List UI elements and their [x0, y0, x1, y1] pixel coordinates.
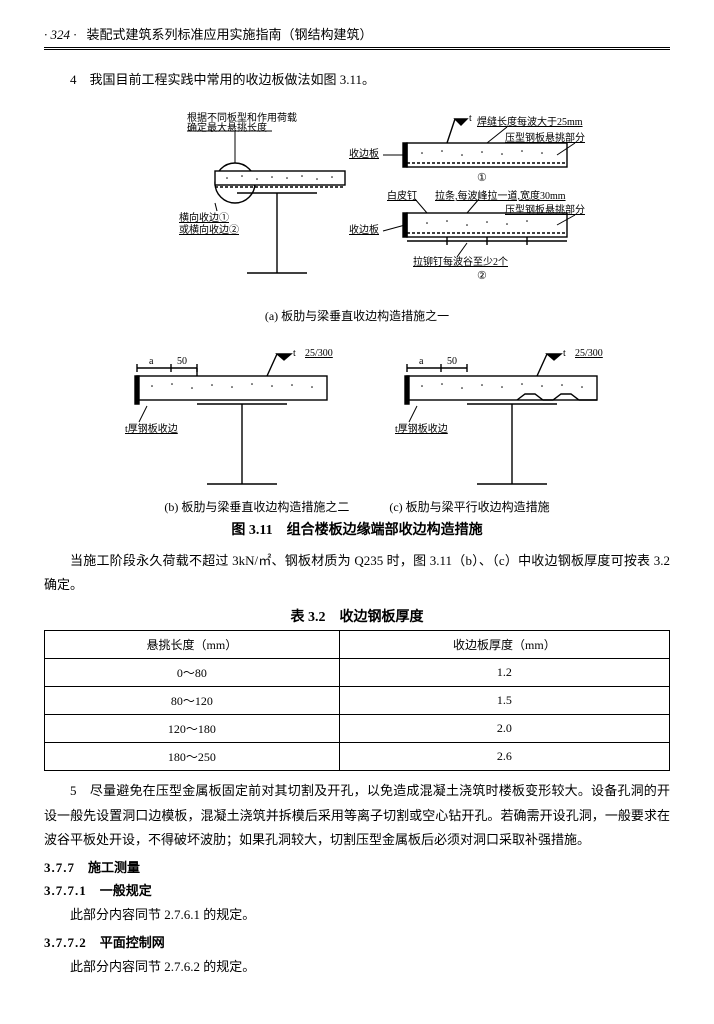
book-title: 装配式建筑系列标准应用实施指南（钢结构建筑）: [87, 24, 373, 43]
label-t-1: t: [469, 113, 472, 124]
sec-3-7-7: 3.7.7 施工测量: [44, 857, 670, 876]
cell: 180～250: [45, 743, 340, 771]
label-column-note-2: 或横向收边②: [179, 223, 239, 236]
paragraph-item-4: 4 我国目前工程实践中常用的收边板做法如图 3.11。: [44, 68, 670, 93]
figure-a-wrap: 根据不同板型和作用荷载 确定最大悬挑长度 横向收边① 或横向收边② t 焊缝长度…: [44, 103, 670, 303]
figure-c-caption: (c) 板肋与梁平行收边构造措施: [389, 498, 549, 515]
paragraph-after-fig: 当施工阶段永久荷载不超过 3kN/㎡、钢板材质为 Q235 时，图 3.11（b…: [44, 549, 670, 598]
figure-b-caption: (b) 板肋与梁垂直收边构造措施之二: [164, 498, 349, 515]
table-title: 表 3.2 收边钢板厚度: [44, 606, 670, 626]
sec-3-7-7-2-body: 此部分内容同节 2.7.6.2 的规定。: [44, 955, 670, 980]
label-overhang-1: 压型钢板悬挑部分: [505, 131, 585, 144]
label-lashou: 拉条,每波峰拉一道,宽度30mm: [435, 189, 566, 202]
sec-title: 一般规定: [100, 883, 152, 898]
dim-50-c: 50: [447, 356, 457, 367]
sec-3-7-7-1-body: 此部分内容同节 2.7.6.1 的规定。: [44, 903, 670, 928]
table-3-2: 悬挑长度（mm） 收边板厚度（mm） 0～801.2 80～1201.5 120…: [44, 630, 670, 771]
paragraph-item-5: 5 尽量避免在压型金属板固定前对其切割及开孔，以免造成混凝土浇筑时楼板变形较大。…: [44, 779, 670, 853]
label-circled-2: ②: [477, 270, 487, 282]
label-lamao: 拉铆钉每波谷至少2个: [413, 255, 508, 268]
page-header: · 324 · 装配式建筑系列标准应用实施指南（钢结构建筑）: [44, 24, 670, 50]
table-header-row: 悬挑长度（mm） 收边板厚度（mm）: [45, 631, 670, 659]
label-circled-1: ①: [477, 172, 487, 184]
dim-t-c: t: [563, 348, 566, 359]
cell: 1.2: [339, 659, 669, 687]
col-header-0: 悬挑长度（mm）: [45, 631, 340, 659]
label-shoubian-1: 收边板: [349, 147, 379, 160]
cell: 2.0: [339, 715, 669, 743]
figure-main-caption: 图 3.11 组合楼板边缘端部收边构造措施: [44, 519, 670, 539]
cell: 1.5: [339, 687, 669, 715]
col-header-1: 收边板厚度（mm）: [339, 631, 669, 659]
label-baipiding: 白皮钉: [387, 189, 417, 202]
sec-title: 平面控制网: [100, 935, 165, 950]
label-column-note-1: 横向收边①: [179, 211, 229, 224]
cell: 120～180: [45, 715, 340, 743]
label-weld: 焊缝长度每波大于25mm: [477, 115, 583, 128]
page-number: · 324 ·: [44, 27, 77, 43]
sec-num: 3.7.7.2: [44, 935, 87, 950]
sec-3-7-7-2: 3.7.7.2 平面控制网: [44, 932, 670, 951]
label-tthick-c: t厚钢板收边: [395, 422, 448, 435]
table-row: 0～801.2: [45, 659, 670, 687]
figure-a-svg: 根据不同板型和作用荷载 确定最大悬挑长度 横向收边① 或横向收边② t 焊缝长度…: [127, 103, 587, 303]
sec-num: 3.7.7: [44, 860, 75, 875]
dim-slope-c: 25/300: [575, 348, 603, 359]
dim-a-c: a: [419, 356, 424, 367]
cell: 2.6: [339, 743, 669, 771]
label-tthick-b: t厚钢板收边: [125, 422, 178, 435]
dim-t-b: t: [293, 348, 296, 359]
label-note-upper-2: 确定最大悬挑长度: [187, 121, 267, 134]
dim-a-b: a: [149, 356, 154, 367]
table-row: 180～2502.6: [45, 743, 670, 771]
sec-3-7-7-1: 3.7.7.1 一般规定: [44, 880, 670, 899]
figure-a-caption: (a) 板肋与梁垂直收边构造措施之一: [44, 307, 670, 324]
figure-bc-wrap: a 50 t 25/300 t厚钢板收边 a 50 t 25/300 t厚钢板收…: [44, 334, 670, 494]
dim-50-b: 50: [177, 356, 187, 367]
sec-num: 3.7.7.1: [44, 883, 87, 898]
label-shoubian-2: 收边板: [349, 223, 379, 236]
dim-slope-b: 25/300: [305, 348, 333, 359]
table-row: 120～1802.0: [45, 715, 670, 743]
cell: 80～120: [45, 687, 340, 715]
sec-title: 施工测量: [88, 860, 140, 875]
table-row: 80～1201.5: [45, 687, 670, 715]
figure-bc-svg: a 50 t 25/300 t厚钢板收边 a 50 t 25/300 t厚钢板收…: [97, 334, 617, 494]
figure-bc-captions: (b) 板肋与梁垂直收边构造措施之二 (c) 板肋与梁平行收边构造措施: [44, 498, 670, 515]
cell: 0～80: [45, 659, 340, 687]
label-overhang-2: 压型钢板悬挑部分: [505, 203, 585, 216]
